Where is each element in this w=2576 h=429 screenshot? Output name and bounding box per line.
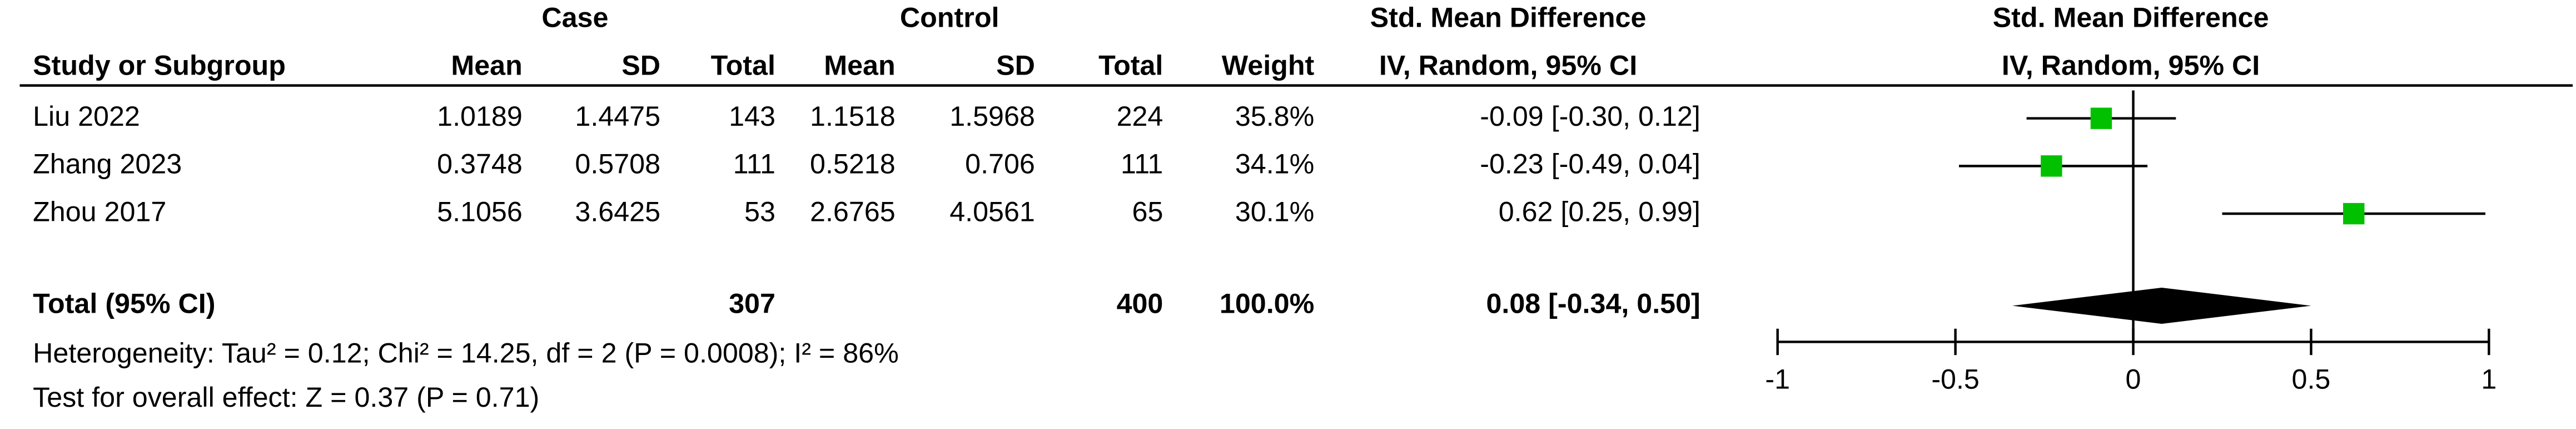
group-header: Case [541,2,608,33]
total-label: Total (95% CI) [33,288,215,319]
column-header: Weight [1222,50,1315,81]
overall-effect: Test for overall effect: Z = 0.37 (P = 0… [33,382,539,413]
table-cell: 0.5708 [575,149,660,180]
table-cell: 1.0189 [437,101,523,132]
group-header: Control [900,2,999,33]
x-tick-label: 0.5 [2292,364,2331,395]
column-header: Total [711,50,775,81]
x-tick-label: -0.5 [1931,364,1980,395]
x-tick-label: 0 [2126,364,2141,395]
table-cell: 2.6765 [810,196,896,227]
total-cell: 400 [1117,288,1163,319]
table-cell: 4.0561 [949,196,1035,227]
column-header: SD [996,50,1035,81]
table-cell: 1.4475 [575,101,660,132]
table-cell: 34.1% [1235,149,1314,180]
table-cell: -0.23 [-0.49, 0.04] [1480,149,1700,180]
table-cell: 0.5218 [810,149,896,180]
x-tick-label: -1 [1765,364,1790,395]
column-header: SD [621,50,660,81]
table-cell: 111 [733,149,775,180]
x-tick-label: 1 [2481,364,2497,395]
table-cell: 224 [1117,101,1163,132]
table-cell: 53 [744,196,775,227]
table-cell: 111 [1121,149,1163,180]
table-cell: 143 [729,101,775,132]
total-cell: 0.08 [-0.34, 0.50] [1486,288,1700,319]
column-header: Mean [824,50,895,81]
point-estimate [2343,203,2365,225]
table-cell: -0.09 [-0.30, 0.12] [1480,101,1700,132]
column-header: Total [1098,50,1163,81]
table-cell: 0.62 [0.25, 0.99] [1499,196,1700,227]
group-header: Std. Mean Difference [1370,2,1647,33]
table-cell: 1.1518 [810,101,896,132]
table-cell: 35.8% [1235,101,1314,132]
study-name: Zhou 2017 [33,196,166,227]
total-cell: 100.0% [1220,288,1314,319]
table-cell: 0.3748 [437,149,523,180]
column-header: IV, Random, 95% CI [1379,50,1637,81]
chart-title: Std. Mean Difference [1993,2,2269,33]
total-cell: 307 [729,288,775,319]
table-cell: 30.1% [1235,196,1314,227]
column-header: Mean [451,50,522,81]
table-cell: 0.706 [965,149,1035,180]
total-diamond [2012,287,2311,324]
point-estimate [2090,107,2112,129]
table-cell: 65 [1132,196,1163,227]
heterogeneity: Heterogeneity: Tau² = 0.12; Chi² = 14.25… [33,337,899,368]
table-cell: 3.6425 [575,196,660,227]
point-estimate [2041,155,2062,177]
table-cell: 1.5968 [949,101,1035,132]
study-name: Zhang 2023 [33,149,182,180]
table-cell: 5.1056 [437,196,523,227]
chart-subtitle: IV, Random, 95% CI [2002,50,2260,81]
column-header: Study or Subgroup [33,50,286,81]
study-name: Liu 2022 [33,101,140,132]
